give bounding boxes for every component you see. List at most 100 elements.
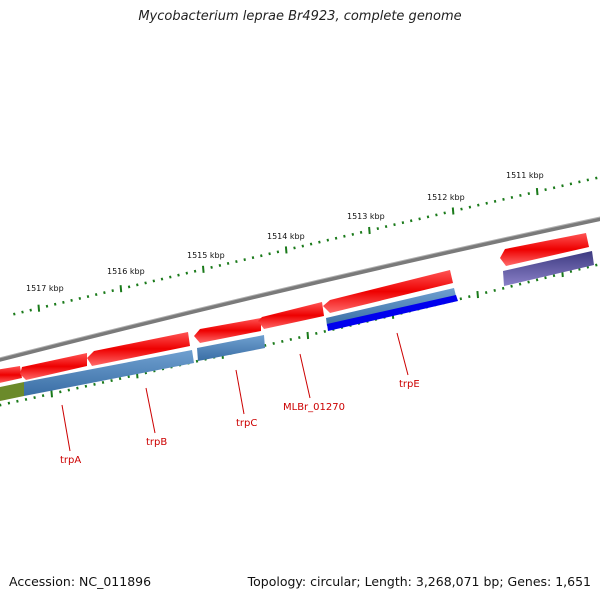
inner-minor-tick [263, 343, 267, 347]
outer-minor-tick [94, 293, 98, 297]
leader-trpE [396, 332, 409, 376]
outer-minor-tick [293, 246, 296, 250]
feature-bar-trpC[interactable] [197, 335, 265, 361]
inner-minor-tick [527, 280, 530, 284]
outer-minor-tick [426, 215, 430, 219]
gene-label-trpB[interactable]: trpB [146, 437, 167, 448]
outer-minor-tick [260, 254, 263, 258]
outer-minor-tick [384, 225, 388, 229]
outer-minor-tick [218, 263, 222, 267]
outer-minor-tick [226, 261, 230, 265]
inner-minor-tick [127, 375, 130, 379]
outer-minor-tick [276, 250, 280, 254]
feature-bar-olive[interactable] [0, 382, 24, 402]
inner-minor-tick [76, 386, 79, 390]
outer-minor-tick [561, 184, 564, 188]
outer-minor-tick [418, 217, 421, 221]
outer-minor-tick [251, 256, 255, 260]
inner-minor-tick [298, 336, 301, 340]
inner-minor-tick [281, 339, 284, 343]
outer-minor-tick [29, 308, 32, 312]
genome-backbone [0, 217, 600, 362]
cds-arrow-trpE[interactable] [323, 270, 453, 313]
feature-track [0, 251, 594, 402]
cds-track [0, 233, 589, 384]
outer-minor-tick [326, 238, 330, 242]
gene-label-trpE[interactable]: trpE [399, 379, 420, 390]
outer-minor-tick [160, 277, 164, 281]
inner-minor-tick [118, 377, 122, 381]
inner-minor-tick [93, 382, 96, 386]
outer-minor-tick [351, 232, 355, 236]
accession-text: Accession: NC_011896 [9, 574, 152, 589]
outer-minor-tick [519, 193, 522, 197]
inner-minor-tick [67, 388, 71, 392]
inner-minor-tick [272, 341, 275, 345]
outer-minor-tick [70, 298, 73, 302]
outer-minor-tick [136, 283, 139, 287]
outer-major-tick [202, 265, 205, 273]
inner-minor-tick [501, 286, 505, 290]
inner-minor-tick [510, 284, 513, 288]
outer-minor-tick [544, 188, 547, 192]
gene-label-leaders [61, 332, 409, 452]
outer-minor-tick [177, 273, 180, 277]
feature-bar-trpA-trpB[interactable] [24, 350, 194, 396]
outer-minor-tick [527, 192, 531, 196]
inner-minor-tick [552, 274, 556, 278]
inner-major-tick [306, 331, 310, 340]
tick-label-1514: 1514 kbp [267, 232, 305, 241]
inner-major-tick [476, 291, 479, 299]
outer-minor-tick [586, 178, 590, 182]
feature-bar-purple[interactable] [503, 251, 594, 286]
inner-minor-tick [289, 337, 293, 341]
cds-arrow-trpB[interactable] [87, 332, 190, 366]
outer-minor-tick [193, 269, 197, 273]
outer-minor-tick [401, 221, 405, 225]
outer-minor-tick [343, 234, 346, 238]
outer-major-tick [119, 285, 123, 293]
feature-bar-trpE[interactable] [326, 288, 456, 326]
outer-minor-tick [243, 258, 246, 262]
outer-minor-tick [53, 302, 57, 306]
tick-label-1513: 1513 kbp [347, 212, 385, 221]
outer-minor-tick [86, 295, 90, 299]
cds-arrow-right[interactable] [500, 233, 589, 266]
gene-label-trpC[interactable]: trpC [236, 418, 257, 429]
inner-minor-tick [493, 288, 496, 292]
outer-minor-tick [127, 285, 131, 289]
inner-minor-tick [468, 295, 471, 299]
leader-MLBr_01270 [299, 353, 311, 399]
outer-tick-ring [13, 176, 598, 316]
outer-minor-tick [510, 195, 514, 199]
cds-arrow-MLBr_01270[interactable] [258, 302, 324, 329]
leader-trpB [145, 387, 156, 434]
cds-arrow-trpC[interactable] [194, 318, 261, 343]
cds-arrow-trpA[interactable] [20, 353, 87, 380]
inner-minor-tick [41, 394, 45, 398]
tick-label-1516: 1516 kbp [107, 267, 145, 276]
outer-minor-tick [477, 203, 480, 207]
outer-minor-tick [393, 223, 396, 227]
cds-arrow-left-edge[interactable] [0, 366, 22, 384]
inner-minor-tick [24, 397, 28, 401]
outer-major-tick [368, 226, 371, 235]
outer-minor-tick [468, 205, 472, 209]
gene-label-trpA[interactable]: trpA [60, 455, 81, 466]
outer-minor-tick [21, 310, 24, 314]
inner-major-tick [50, 390, 53, 398]
outer-minor-tick [578, 180, 581, 184]
gene-label-MLBr_01270[interactable]: MLBr_01270 [283, 402, 345, 413]
tick-label-1515: 1515 kbp [187, 251, 225, 260]
genome-backbone-highlight [0, 216, 600, 359]
outer-major-tick [535, 188, 539, 196]
outer-minor-tick [485, 201, 488, 205]
outer-minor-tick [152, 279, 156, 283]
feature-bar-trpE-dark[interactable] [327, 295, 458, 331]
inner-minor-tick [0, 403, 2, 407]
outer-minor-tick [185, 271, 189, 275]
outer-minor-tick [45, 304, 49, 308]
inner-minor-tick [59, 390, 62, 394]
inner-minor-tick [484, 291, 488, 295]
